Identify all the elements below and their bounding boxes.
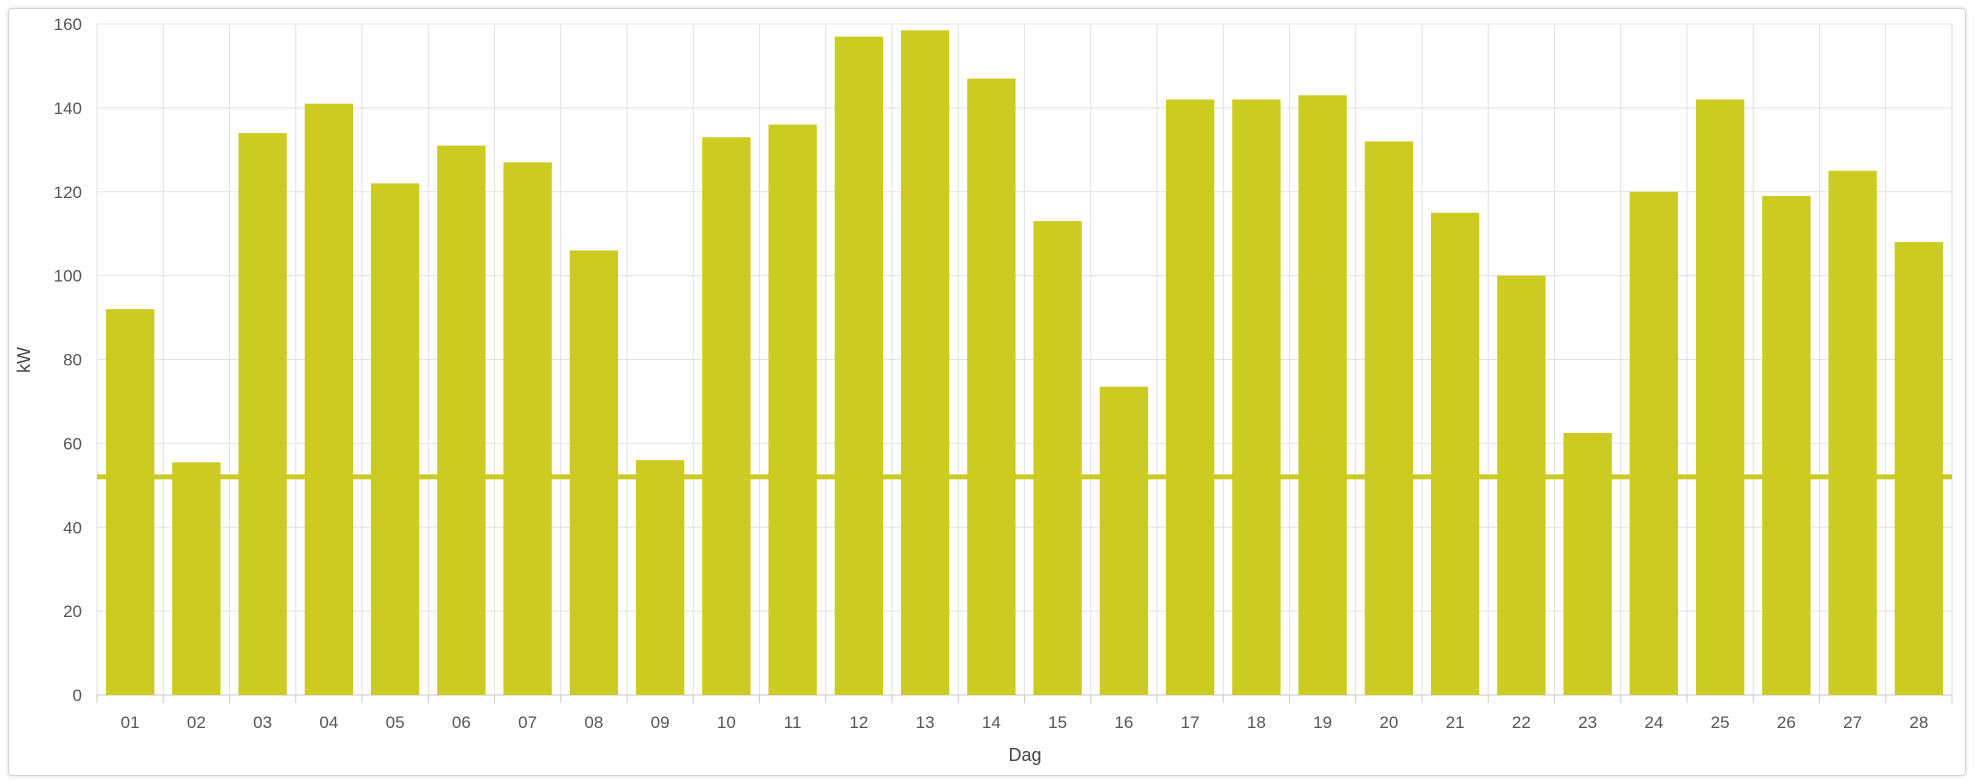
bar-18[interactable]: [1232, 99, 1281, 696]
bar-11[interactable]: [768, 124, 817, 695]
bar-03[interactable]: [238, 133, 287, 696]
y-axis-title: kW: [14, 347, 34, 373]
x-tick-label-21: 21: [1446, 713, 1465, 732]
x-tick-label-01: 01: [121, 713, 140, 732]
y-tick-label-1: 20: [63, 602, 82, 621]
y-tick-labels: 0 20 40 60 80 100 120 140 160: [54, 15, 82, 705]
bar-17[interactable]: [1165, 99, 1215, 696]
x-tick-label-12: 12: [849, 713, 868, 732]
x-tick-label-26: 26: [1777, 713, 1796, 732]
x-tick-label-16: 16: [1114, 713, 1133, 732]
x-tick-label-15: 15: [1048, 713, 1067, 732]
x-tick-label-23: 23: [1578, 713, 1597, 732]
bar-21[interactable]: [1430, 212, 1480, 695]
y-tick-label-7: 140: [54, 99, 82, 118]
y-tick-label-3: 60: [63, 434, 82, 453]
bar-06[interactable]: [437, 145, 486, 695]
bar-02[interactable]: [172, 462, 221, 695]
x-tick-label-19: 19: [1313, 713, 1332, 732]
bar-13[interactable]: [900, 30, 950, 695]
y-tick-label-4: 80: [63, 351, 82, 370]
bar-15[interactable]: [1033, 221, 1082, 695]
x-tick-label-13: 13: [916, 713, 935, 732]
x-axis-title: Dag: [1008, 745, 1041, 765]
y-tick-label-8: 160: [54, 15, 82, 34]
bar-09[interactable]: [635, 460, 685, 695]
bar-25[interactable]: [1695, 99, 1745, 696]
bar-23[interactable]: [1563, 432, 1612, 695]
y-tick-label-0: 0: [73, 686, 82, 705]
y-tick-label-5: 100: [54, 267, 82, 286]
x-tick-label-22: 22: [1512, 713, 1531, 732]
x-tick-label-17: 17: [1181, 713, 1200, 732]
bar-19[interactable]: [1298, 95, 1347, 695]
x-tick-label-18: 18: [1247, 713, 1266, 732]
x-tick-label-08: 08: [584, 713, 603, 732]
x-tick-label-14: 14: [982, 713, 1001, 732]
bar-14[interactable]: [967, 78, 1016, 696]
x-tick-label-20: 20: [1379, 713, 1398, 732]
bar-01[interactable]: [105, 309, 155, 695]
y-tick-label-6: 120: [54, 183, 82, 202]
y-tick-label-2: 40: [63, 518, 82, 537]
bar-27[interactable]: [1828, 170, 1877, 695]
bar-05[interactable]: [370, 183, 420, 696]
x-tick-label-25: 25: [1711, 713, 1730, 732]
bar-08[interactable]: [569, 250, 619, 695]
bar-04[interactable]: [304, 103, 354, 695]
x-tick-label-09: 09: [651, 713, 670, 732]
bar-07[interactable]: [503, 162, 552, 696]
bar-20[interactable]: [1364, 141, 1414, 696]
bar-26[interactable]: [1762, 195, 1811, 695]
bar-12[interactable]: [834, 36, 884, 696]
x-tick-label-28: 28: [1909, 713, 1928, 732]
bar-28[interactable]: [1894, 242, 1944, 695]
x-tick-label-11: 11: [784, 713, 802, 732]
x-tick-label-06: 06: [452, 713, 471, 732]
bar-22[interactable]: [1497, 275, 1546, 695]
x-tick-label-24: 24: [1644, 713, 1663, 732]
bar-10[interactable]: [702, 137, 751, 695]
x-tick-label-03: 03: [253, 713, 272, 732]
x-tick-label-07: 07: [518, 713, 537, 732]
x-tick-labels: 01 02 03 04 05 06 07 08 09 10 11 12 13 14 15 16 17 18 19 20…: [121, 713, 1929, 732]
x-tick-label-27: 27: [1843, 713, 1862, 732]
bar-24[interactable]: [1629, 191, 1679, 695]
x-tick-label-04: 04: [319, 713, 338, 732]
bar-16[interactable]: [1099, 386, 1149, 695]
x-tick-label-02: 02: [187, 713, 206, 732]
x-tick-label-10: 10: [717, 713, 736, 732]
x-tick-label-05: 05: [386, 713, 405, 732]
bars: [105, 30, 1944, 696]
